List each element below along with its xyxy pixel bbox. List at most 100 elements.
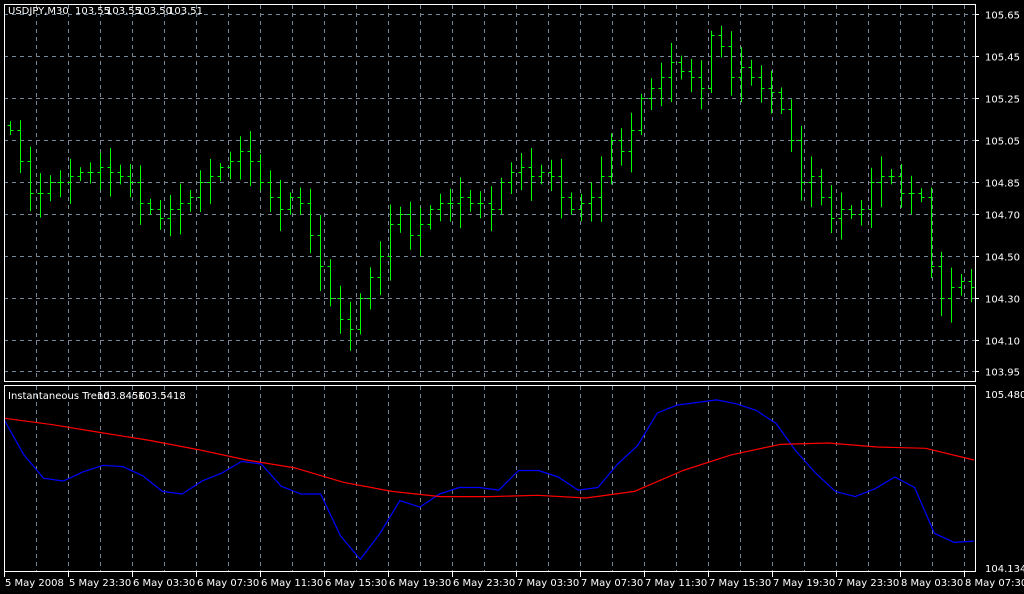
price-bar	[7, 121, 14, 135]
price-bar	[27, 146, 34, 212]
price-tick-label: 104.70	[985, 211, 1020, 222]
price-bar	[437, 193, 444, 222]
price-bar	[658, 62, 665, 107]
price-bar	[628, 112, 635, 173]
time-tick-label: 7 May 19:30	[773, 578, 835, 589]
price-bar	[97, 153, 104, 191]
price-tick-label: 104.10	[985, 337, 1020, 348]
price-bar	[798, 125, 805, 201]
price-bar	[147, 198, 154, 215]
time-tick-label: 6 May 19:30	[389, 578, 451, 589]
time-tick-label: 8 May 03:30	[901, 578, 963, 589]
symbol-label: USDJPY,M30	[8, 6, 69, 17]
price-bar	[477, 191, 484, 219]
price-bar	[738, 47, 745, 103]
price-bar	[227, 151, 234, 180]
time-tick-label: 6 May 03:30	[133, 578, 195, 589]
price-bar	[167, 195, 174, 237]
price-bar	[407, 201, 414, 250]
price-bar	[668, 42, 675, 103]
price-bar	[498, 177, 505, 215]
price-bar	[117, 164, 124, 185]
time-tick-label: 5 May 2008	[5, 578, 64, 589]
price-bar	[17, 120, 24, 174]
price-bar	[107, 147, 114, 197]
price-bar	[618, 128, 625, 166]
price-bar	[47, 175, 54, 202]
price-bar	[828, 184, 835, 233]
price-bar	[197, 170, 204, 212]
time-tick-label: 8 May 07:30	[965, 578, 1024, 589]
price-bar	[267, 170, 274, 212]
price-bar	[608, 133, 615, 185]
price-bar	[297, 187, 304, 216]
time-tick-label: 7 May 03:30	[517, 578, 579, 589]
price-bar	[87, 162, 94, 184]
indicator-name: Instantaneous Trend	[8, 391, 110, 402]
price-tick-label: 105.05	[985, 137, 1020, 148]
price-bar	[598, 156, 605, 222]
price-bar	[327, 259, 334, 307]
price-bar	[588, 182, 595, 222]
price-bar	[728, 31, 735, 96]
price-tick-label: 105.65	[985, 11, 1020, 22]
indicator-axis-bottom: 104.1342	[985, 564, 1024, 575]
price-bar	[337, 285, 344, 334]
price-bar	[357, 293, 364, 335]
price-bar	[347, 301, 354, 351]
ohlc-high: 103.55	[106, 6, 141, 17]
price-bars	[7, 25, 975, 351]
time-tick-label: 6 May 23:30	[453, 578, 515, 589]
price-bar	[568, 192, 575, 215]
price-tick-label: 104.50	[985, 253, 1020, 264]
time-tick-label: 6 May 07:30	[197, 578, 259, 589]
price-bar	[127, 163, 134, 198]
price-bar	[918, 188, 925, 203]
price-tick-label: 104.30	[985, 295, 1020, 306]
price-axis[interactable]: 105.65 105.45 105.25 105.05 104.85 104.70 104.…	[975, 11, 1020, 379]
price-bar	[868, 167, 875, 228]
price-bar	[217, 163, 224, 182]
indicator-value-2: 103.5418	[138, 391, 186, 402]
time-tick-label: 5 May 23:30	[69, 578, 131, 589]
price-bar	[307, 188, 314, 254]
time-axis[interactable]: 5 May 2008 5 May 23:30 6 May 03:30 6 May 07…	[4, 572, 1024, 589]
price-bar	[417, 207, 424, 257]
price-bar	[287, 192, 294, 215]
price-bar	[948, 267, 955, 323]
time-tick-label: 7 May 23:30	[837, 578, 899, 589]
price-bar	[578, 193, 585, 222]
price-bar	[638, 93, 645, 135]
indicator-frame	[4, 385, 976, 572]
price-bar	[247, 131, 254, 187]
price-bar	[928, 187, 935, 279]
price-bar	[848, 205, 855, 219]
price-bar	[387, 204, 394, 281]
price-bar	[157, 200, 164, 230]
price-bar	[748, 59, 755, 86]
price-bar	[467, 189, 474, 212]
price-bar	[317, 215, 324, 292]
price-bar	[678, 55, 685, 80]
price-bar	[968, 268, 975, 303]
grid	[4, 5, 975, 571]
price-bar	[958, 273, 965, 296]
time-tick-label: 7 May 07:30	[581, 578, 643, 589]
price-bar	[768, 70, 775, 114]
price-bar	[257, 154, 264, 191]
price-bar	[177, 183, 184, 235]
price-bar	[818, 168, 825, 206]
time-tick-label: 7 May 11:30	[645, 578, 707, 589]
time-tick-label: 7 May 15:30	[709, 578, 771, 589]
price-bar	[888, 168, 895, 185]
price-bar	[878, 156, 885, 208]
ohlc-close: 103.51	[168, 6, 203, 17]
time-tick-label: 6 May 11:30	[261, 578, 323, 589]
price-bar	[528, 147, 535, 201]
price-bar	[187, 189, 194, 212]
price-bar	[718, 25, 725, 58]
price-bar	[67, 158, 74, 204]
price-bar	[548, 159, 555, 191]
price-bar	[688, 58, 695, 93]
